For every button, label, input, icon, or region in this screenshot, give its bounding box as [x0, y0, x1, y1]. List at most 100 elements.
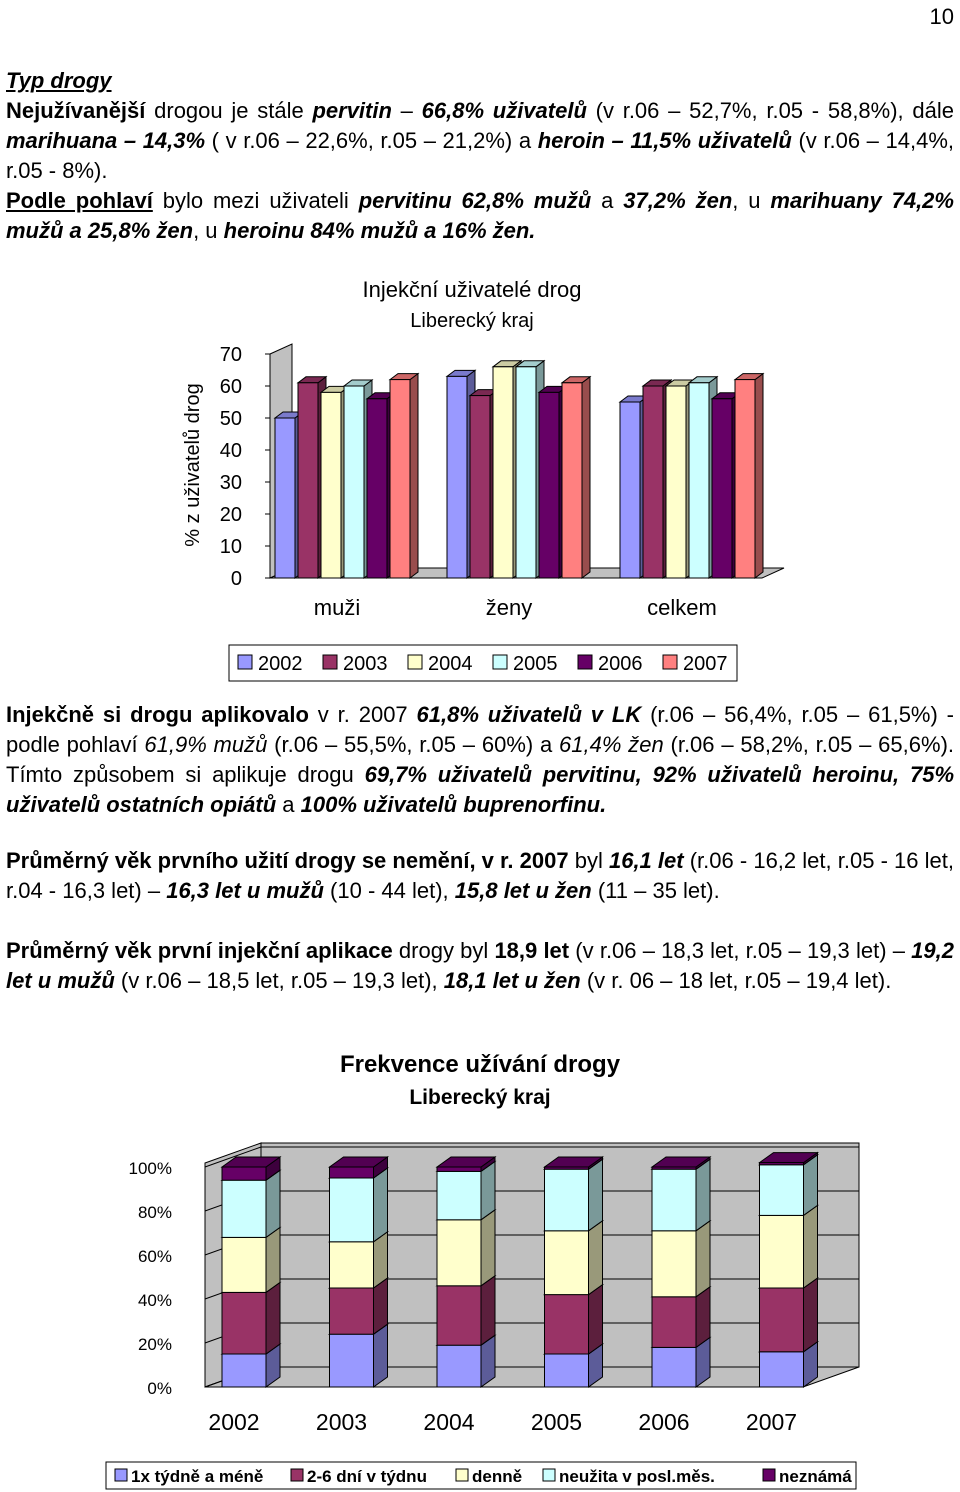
chart1-ytick-label: 0 [231, 568, 242, 590]
p3-i: 69,7% uživatelů pervitinu, 92% uživatelů… [6, 762, 955, 817]
p2-d: a [591, 188, 624, 213]
p3-a: Injekčně si drogu aplikovalo [6, 702, 309, 727]
p2-a: Podle pohlaví [6, 188, 153, 213]
p2-h [882, 188, 892, 213]
chart1-bar-2007-3-side [754, 372, 764, 579]
paragraph-drug-type: Nejužívanější drogou je stále pervitin –… [6, 96, 954, 186]
chart1-bar-2003-1-front [297, 382, 319, 579]
p5-c: 18,9 let [494, 938, 570, 963]
chart2-segment-2006 [650, 1156, 712, 1171]
chart1-legend-label: 2002 [258, 653, 303, 675]
chart2-legend-swatch [290, 1468, 304, 1482]
chart2-segment-2007-front [759, 1164, 804, 1216]
p4-e: 16,3 let u mužů [166, 878, 324, 903]
chart2-legend-swatch [455, 1468, 469, 1482]
chart2-segment-2003-front [329, 1177, 374, 1243]
chart1-ylabel: % z uživatelů drog [182, 383, 204, 546]
chart2-ytick-label: 20% [138, 1335, 172, 1354]
chart2-segment-2006-front [651, 1230, 697, 1298]
chart2-ytick-label: 0% [147, 1379, 172, 1398]
chart1-legend-label: 2004 [428, 653, 473, 675]
chart2-gridline [204, 1146, 262, 1168]
chart2-segment-2003 [327, 1167, 390, 1243]
p2-k: heroinu 84% mužů a 16% žen. [223, 218, 536, 243]
chart1-legend-label: 2005 [513, 653, 558, 675]
p3-c: 61,8% uživatelů v LK [416, 702, 642, 727]
chart2-category-label: 2003 [316, 1409, 367, 1435]
chart-use-frequency: Frekvence užívání drogy Liberecký kraj 0% 2… [105, 1051, 860, 1490]
p2-c: pervitinu 62,8% mužů [358, 188, 592, 213]
p5-e: 19,2 let u mužů [6, 938, 954, 993]
chart2-segment-2002-front [221, 1236, 267, 1293]
chart1-bar-2002-1-front [274, 417, 296, 579]
chart2-segment-2003-front [329, 1241, 374, 1289]
chart2-category-label: 2006 [638, 1409, 689, 1435]
p1-c: pervitin [312, 98, 392, 123]
chart1-category-label: celkem [647, 595, 717, 620]
page-number: 10 [929, 4, 954, 29]
p4-g: 15,8 let u žen [454, 878, 592, 903]
chart1-bar-2002-2-front [446, 375, 468, 579]
p3-b: v r. 2007 [308, 702, 417, 727]
chart2-segment-2007-front [759, 1351, 804, 1388]
p1-b: drogou je stále [145, 98, 313, 123]
chart2-legend-label: neužita v posl.měs. [559, 1467, 715, 1486]
chart1-bar-2004-3-front [665, 385, 687, 579]
chart2-segment-2007-front [759, 1214, 804, 1289]
chart1-legend: 2002 2003 2004 2005 2006 2007 [228, 644, 738, 682]
chart2-segment-2006-side [695, 1158, 711, 1232]
chart2-segment-2002-side [265, 1169, 281, 1239]
p1-e: 66,8% uživatelů [421, 98, 587, 123]
chart1-legend-label: 2003 [343, 653, 388, 675]
chart2-segment-2006-front [651, 1296, 697, 1348]
p2-j: , u [193, 218, 224, 243]
p4-h: (11 – 35 let). [591, 878, 720, 903]
chart2-segment-2007-side [803, 1277, 818, 1353]
chart1-bar-2007-2-front [561, 382, 583, 579]
paragraph-gender: Podle pohlaví bylo mezi uživateli pervit… [6, 186, 954, 246]
chart2-legend-swatch [114, 1468, 128, 1482]
chart2-ytick-label: 60% [138, 1247, 172, 1266]
chart1-bar-2005-2-front [515, 366, 537, 579]
section-heading: Typ drogy [6, 66, 112, 96]
chart1-bar-2007-1 [388, 372, 420, 579]
p1-d: – [391, 98, 422, 123]
chart1-legend-swatch [407, 654, 423, 670]
chart2-legend-swatch [762, 1468, 776, 1482]
p3-k: 100% uživatelů buprenorfinu. [300, 792, 607, 817]
chart2-title: Frekvence užívání drogy [340, 1051, 621, 1078]
chart2-ytick-label: 80% [138, 1203, 172, 1222]
p1-j: (v r.06 – 14,4%, r.05 - 8%). [6, 128, 954, 183]
p5-d: (v r.06 – 18,3 let, r.05 – 19,3 let) – [569, 938, 912, 963]
chart2-legend-box [105, 1461, 857, 1490]
chart1-ytick-label: 10 [220, 536, 242, 558]
p3-j: a [276, 792, 301, 817]
chart2-segment-2003-front [329, 1166, 374, 1179]
p1-g: marihuana – 14,3% [6, 128, 206, 153]
chart1-legend-swatch [577, 654, 593, 670]
chart2-segment-2003-side [373, 1323, 388, 1388]
chart2-segment-2002-front [221, 1353, 267, 1388]
chart2-segment-2005-front [544, 1230, 589, 1296]
chart1-legend-label: 2006 [598, 653, 643, 675]
chart1-bar-2007-1-front [389, 379, 411, 579]
chart2-segment-2006-front [651, 1346, 697, 1388]
chart2-segment-2005-front [544, 1353, 589, 1388]
chart1-bar-2006-1-front [366, 398, 388, 579]
chart2-segment-2006 [650, 1158, 712, 1232]
chart1-legend-swatch [237, 654, 253, 670]
chart2-segment-2002-front [221, 1291, 267, 1355]
chart2-segment-2004-side [480, 1208, 496, 1287]
p2-f: , u [732, 188, 771, 213]
chart1-bar-2005-1-front [343, 385, 365, 579]
chart2-subtitle: Liberecký kraj [409, 1086, 550, 1109]
chart2-segment-2007 [757, 1151, 820, 1166]
p2-b: bylo mezi uživateli [152, 188, 359, 213]
chart2-segment-2004-side [480, 1274, 496, 1347]
p3-g: 61,4% žen [559, 732, 664, 757]
p2-i: 74,2% mužů a 25,8% žen [6, 188, 954, 243]
chart2-legend: 1x týdně a méně 2-6 dní v týdnu denně neuži… [105, 1461, 857, 1490]
chart2-segment-2004 [435, 1156, 497, 1173]
p4-f: (10 - 44 let), [323, 878, 455, 903]
chart2-segment-2005 [542, 1158, 605, 1232]
